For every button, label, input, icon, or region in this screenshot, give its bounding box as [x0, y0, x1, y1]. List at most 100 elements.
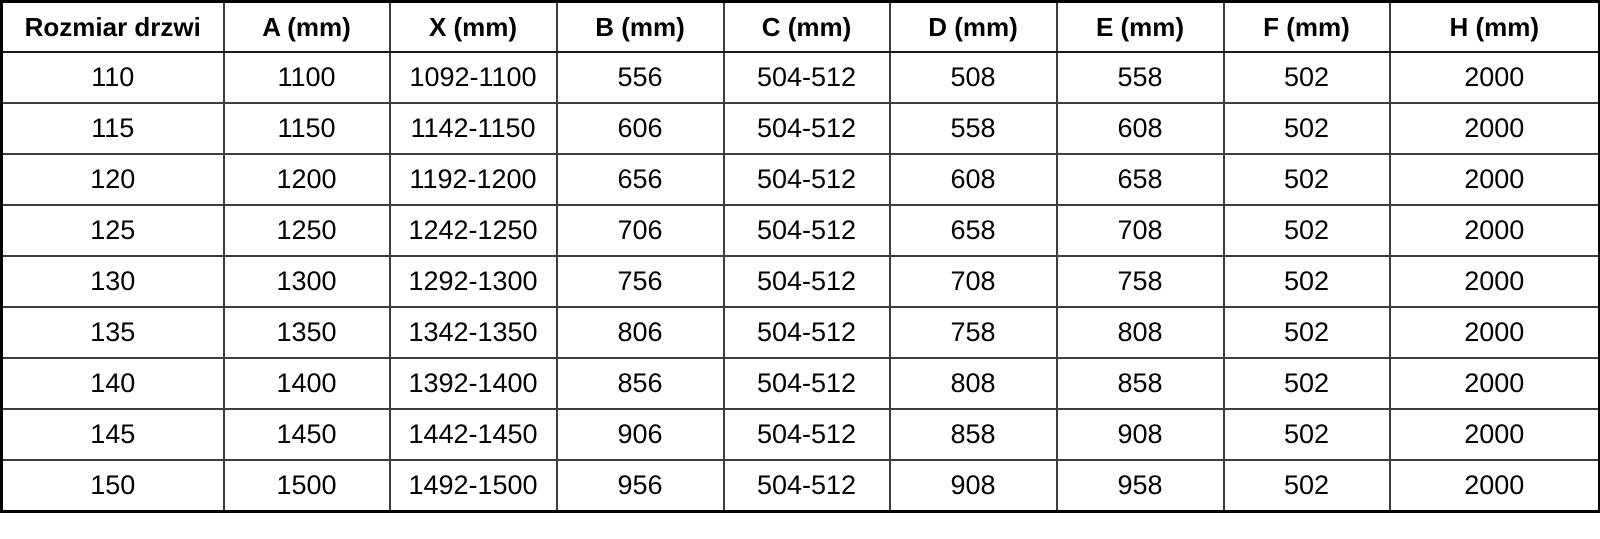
table-cell: 502 [1222, 51, 1391, 104]
table-cell: 502 [1222, 255, 1391, 308]
table-cell: 908 [1055, 408, 1225, 461]
table-cell: 706 [555, 204, 725, 257]
table-cell: 504-512 [722, 357, 891, 410]
header-cell-3: B (mm) [555, 0, 725, 53]
table-row: 120 1200 1192-1200 656 504-512 608 658 502 2000 [0, 153, 1600, 206]
table-cell: 658 [1055, 153, 1225, 206]
header-cell-1: A (mm) [222, 0, 391, 53]
table-row: 130 1300 1292-1300 756 504-512 708 758 502 2000 [0, 255, 1600, 308]
table-cell: 110 [0, 51, 225, 104]
table-cell: 658 [888, 204, 1058, 257]
header-cell-0: Rozmiar drzwi [0, 0, 225, 53]
table-cell: 2000 [1388, 306, 1600, 359]
header-cell-6: E (mm) [1055, 0, 1225, 53]
table-cell: 2000 [1388, 459, 1600, 513]
table-cell: 1292-1300 [388, 255, 558, 308]
header-cell-2: X (mm) [388, 0, 558, 53]
table-cell: 708 [888, 255, 1058, 308]
table-cell: 808 [888, 357, 1058, 410]
table-row: 115 1150 1142-1150 606 504-512 558 608 502 2000 [0, 102, 1600, 155]
table-body: 110 1100 1092-1100 556 504-512 508 558 502 2000 1… [0, 51, 1600, 513]
table-row: 135 1350 1342-1350 806 504-512 758 808 502 2000 [0, 306, 1600, 359]
table-cell: 1500 [222, 459, 391, 513]
table-cell: 656 [555, 153, 725, 206]
table-cell: 1350 [222, 306, 391, 359]
table-cell: 608 [888, 153, 1058, 206]
table-cell: 145 [0, 408, 225, 461]
table-cell: 906 [555, 408, 725, 461]
table-cell: 502 [1222, 357, 1391, 410]
table-cell: 2000 [1388, 408, 1600, 461]
table-cell: 958 [1055, 459, 1225, 513]
table-cell: 504-512 [722, 102, 891, 155]
table-cell: 502 [1222, 408, 1391, 461]
table-cell: 1150 [222, 102, 391, 155]
table-cell: 504-512 [722, 204, 891, 257]
table-cell: 1450 [222, 408, 391, 461]
table-cell: 758 [1055, 255, 1225, 308]
table-cell: 130 [0, 255, 225, 308]
table-cell: 858 [888, 408, 1058, 461]
table-cell: 1492-1500 [388, 459, 558, 513]
table-cell: 1250 [222, 204, 391, 257]
table-cell: 150 [0, 459, 225, 513]
door-size-table: Rozmiar drzwi A (mm) X (mm) B (mm) C (mm) D (… [0, 0, 1600, 513]
table-cell: 556 [555, 51, 725, 104]
table-cell: 1192-1200 [388, 153, 558, 206]
header-cell-7: F (mm) [1222, 0, 1391, 53]
table-cell: 908 [888, 459, 1058, 513]
table-cell: 502 [1222, 459, 1391, 513]
header-row: Rozmiar drzwi A (mm) X (mm) B (mm) C (mm) D (… [0, 0, 1600, 53]
table-row: 110 1100 1092-1100 556 504-512 508 558 502 2000 [0, 51, 1600, 104]
table-cell: 135 [0, 306, 225, 359]
table-cell: 1200 [222, 153, 391, 206]
table-cell: 504-512 [722, 153, 891, 206]
table-cell: 2000 [1388, 204, 1600, 257]
table-cell: 2000 [1388, 102, 1600, 155]
table-cell: 115 [0, 102, 225, 155]
header-cell-5: D (mm) [888, 0, 1058, 53]
table-cell: 2000 [1388, 255, 1600, 308]
table-cell: 806 [555, 306, 725, 359]
table-cell: 504-512 [722, 306, 891, 359]
table-cell: 502 [1222, 102, 1391, 155]
table-row: 125 1250 1242-1250 706 504-512 658 708 502 2000 [0, 204, 1600, 257]
table-cell: 502 [1222, 306, 1391, 359]
table-cell: 2000 [1388, 357, 1600, 410]
table-cell: 756 [555, 255, 725, 308]
table-cell: 502 [1222, 204, 1391, 257]
table-cell: 120 [0, 153, 225, 206]
table-row: 140 1400 1392-1400 856 504-512 808 858 502 2000 [0, 357, 1600, 410]
table-cell: 1092-1100 [388, 51, 558, 104]
table-cell: 1242-1250 [388, 204, 558, 257]
table-cell: 504-512 [722, 408, 891, 461]
table-cell: 558 [1055, 51, 1225, 104]
table-cell: 1100 [222, 51, 391, 104]
table-header: Rozmiar drzwi A (mm) X (mm) B (mm) C (mm) D (… [0, 0, 1600, 53]
table-cell: 1342-1350 [388, 306, 558, 359]
table-cell: 2000 [1388, 153, 1600, 206]
table-cell: 504-512 [722, 255, 891, 308]
table-cell: 140 [0, 357, 225, 410]
table-cell: 504-512 [722, 51, 891, 104]
table-cell: 708 [1055, 204, 1225, 257]
table-cell: 1392-1400 [388, 357, 558, 410]
table-row: 150 1500 1492-1500 956 504-512 908 958 502 2000 [0, 459, 1600, 513]
table-cell: 125 [0, 204, 225, 257]
table-cell: 1400 [222, 357, 391, 410]
table-cell: 502 [1222, 153, 1391, 206]
table-cell: 1442-1450 [388, 408, 558, 461]
table-row: 145 1450 1442-1450 906 504-512 858 908 502 2000 [0, 408, 1600, 461]
table-cell: 1300 [222, 255, 391, 308]
table-cell: 758 [888, 306, 1058, 359]
table-cell: 956 [555, 459, 725, 513]
table-cell: 856 [555, 357, 725, 410]
table-cell: 608 [1055, 102, 1225, 155]
header-cell-4: C (mm) [722, 0, 891, 53]
table-cell: 1142-1150 [388, 102, 558, 155]
table-cell: 606 [555, 102, 725, 155]
table-cell: 2000 [1388, 51, 1600, 104]
table-cell: 558 [888, 102, 1058, 155]
table-cell: 504-512 [722, 459, 891, 513]
